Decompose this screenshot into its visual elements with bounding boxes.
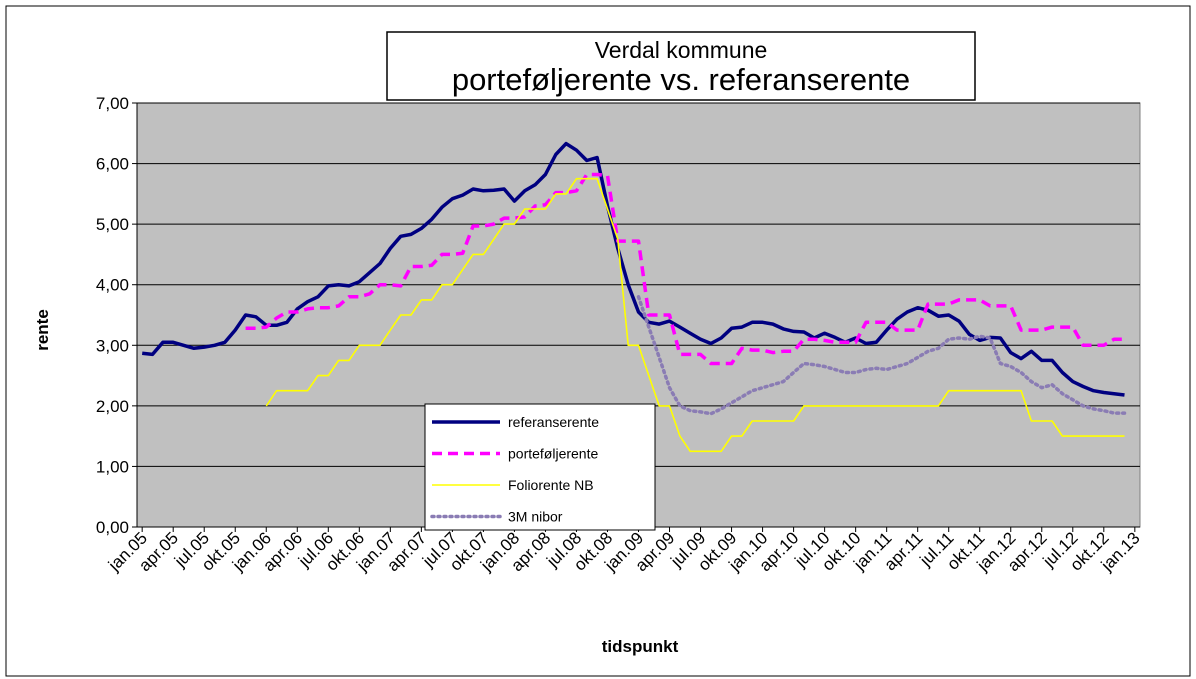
legend-label: 3M nibor bbox=[508, 509, 563, 525]
series-line bbox=[245, 172, 1125, 366]
x-axis-label: tidspunkt bbox=[602, 637, 679, 656]
y-axis-label: rente bbox=[33, 309, 52, 351]
chart-subtitle: porteføljerente vs. referanserente bbox=[452, 62, 910, 97]
series-line bbox=[636, 295, 1127, 416]
legend-label: Foliorente NB bbox=[508, 477, 594, 493]
y-tick-label: 4,00 bbox=[96, 276, 129, 295]
legend-box bbox=[424, 403, 656, 531]
y-tick-label: 7,00 bbox=[96, 94, 129, 113]
y-tick-label: 0,00 bbox=[96, 518, 129, 537]
series-line bbox=[265, 177, 1125, 453]
y-tick-label: 1,00 bbox=[96, 457, 129, 476]
y-tick-label: 3,00 bbox=[96, 336, 129, 355]
y-tick-label: 5,00 bbox=[96, 215, 129, 234]
legend-label: referanserente bbox=[508, 414, 599, 430]
legend-label: porteføljerente bbox=[508, 446, 598, 462]
series-line bbox=[141, 141, 1125, 397]
title-box bbox=[386, 31, 976, 101]
y-tick-label: 6,00 bbox=[96, 155, 129, 174]
chart-title: Verdal kommune bbox=[595, 37, 768, 63]
y-tick-label: 2,00 bbox=[96, 397, 129, 416]
legend: referanserente porteføljerente Foliorente … bbox=[430, 414, 599, 525]
lines bbox=[141, 141, 1127, 453]
